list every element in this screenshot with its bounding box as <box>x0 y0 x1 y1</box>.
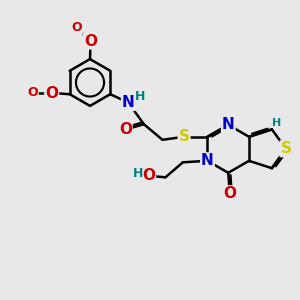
Text: H: H <box>272 118 281 128</box>
Text: H: H <box>133 167 143 180</box>
Text: N: N <box>222 117 235 132</box>
Text: S: S <box>178 129 190 144</box>
Text: O: O <box>142 168 155 183</box>
Text: O: O <box>84 34 97 49</box>
Text: H: H <box>135 89 146 103</box>
Text: N: N <box>122 95 135 110</box>
Text: O: O <box>223 186 236 201</box>
Text: S: S <box>280 141 292 156</box>
Text: O: O <box>27 86 38 100</box>
Text: N: N <box>201 153 214 168</box>
Text: O: O <box>45 85 58 100</box>
Text: O: O <box>119 122 132 137</box>
Text: O: O <box>71 21 82 34</box>
